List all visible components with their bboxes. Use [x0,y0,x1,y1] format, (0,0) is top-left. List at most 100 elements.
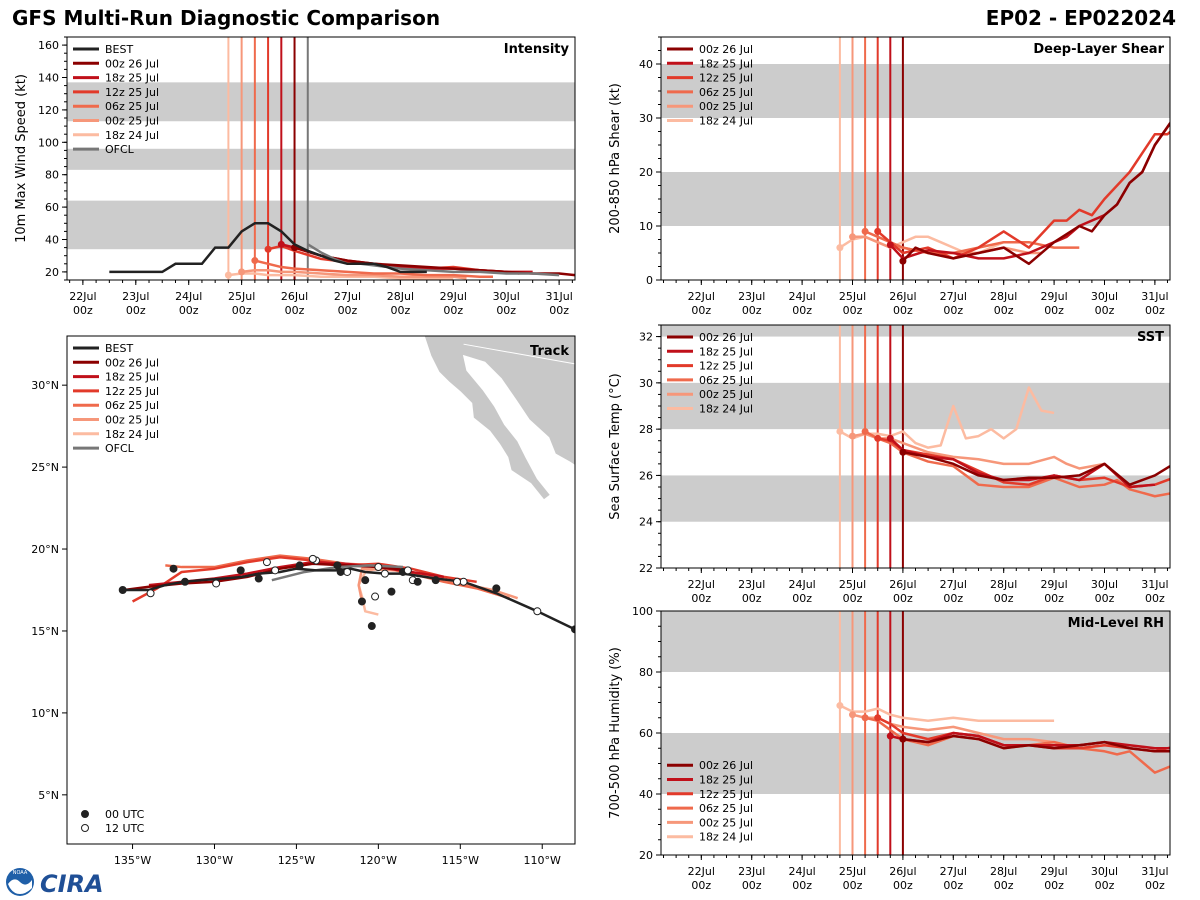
rh-legend-label: 06z 25 Jul [699,802,753,815]
intensity-plot-area [109,37,575,280]
intensity-xtick-label: 00z [496,304,516,317]
intensity-legend-label: BEST [105,43,133,56]
intensity-xtick-label: 28Jul [387,290,414,303]
track-ytick-label: 20°N [31,543,59,556]
track-marker-00utc [236,566,245,575]
track-marker-00utc [571,625,575,634]
rh-xtick-label: 00z [1044,879,1064,892]
intensity-xtick-label: 26Jul [281,290,308,303]
sst-ytick-label: 24 [639,516,653,529]
sst-plot-area [836,325,1170,568]
shear-xtick-label: 29Jul [1040,290,1067,303]
intensity-band [67,82,575,122]
intensity-xtick-label: 29Jul [440,290,467,303]
intensity-xtick-label: 00z [443,304,463,317]
intensity-panel-title: Intensity [504,42,570,57]
shear-series-start-point [874,227,882,235]
storm-id: EP02 - EP022024 [985,6,1176,30]
shear-band [661,64,1170,118]
noaa-wave-icon [8,879,32,894]
track-panel: 135°W 130°W 125°W 120°W 115°W 110°W 5°N 10°N 15°… [31,335,576,867]
intensity-ofcl-line [307,243,560,277]
shear-xtick-label: 24Jul [788,290,815,303]
shear-series-line [876,130,1170,260]
intensity-legend-label: 00z 26 Jul [105,57,159,70]
legend-12utc-marker [81,824,89,832]
track-marker-00utc [387,587,396,596]
track-marker-00utc [357,597,366,606]
intensity-series-line [241,269,467,280]
sst-xtick-label: 28Jul [990,578,1017,591]
track-marker-00utc [254,574,263,583]
track-run-line [165,554,510,600]
track-marker-00utc [492,584,501,593]
shear-xtick-label: 00z [943,304,963,317]
track-marker-00utc [333,561,342,570]
shear-xtick-label: 26Jul [889,290,916,303]
track-legend-label: OFCL [105,442,135,455]
sst-xtick-label: 00z [994,592,1014,605]
shear-ytick-label: 30 [639,112,653,125]
sst-xtick-label: 00z [1044,592,1064,605]
sst-xtick-label: 00z [1145,592,1165,605]
track-marker-00utc [431,576,440,585]
rh-xtick-label: 00z [1095,879,1115,892]
rh-xtick-label: 00z [792,879,812,892]
rh-xtick-label: 24Jul [788,865,815,878]
sst-xtick-label: 23Jul [738,578,765,591]
intensity-legend-label: 12z 25 Jul [105,86,159,99]
intensity-series-start-point [238,268,246,276]
sst-legend-label: 18z 24 Jul [699,403,753,416]
rh-xtick-label: 00z [843,879,863,892]
intensity-ytick-label: 80 [45,169,59,182]
shear-ylabel: 200-850 hPa Shear (kt) [608,83,623,234]
track-marker-00utc [295,561,304,570]
rh-series-start-point [886,732,894,740]
sst-ytick-label: 22 [639,562,653,575]
rh-legend-label: 12z 25 Jul [699,788,753,801]
sst-legend-label: 00z 26 Jul [699,331,753,344]
shear-panel-title: Deep-Layer Shear [1033,42,1164,57]
sst-series-line [902,451,1170,486]
rh-band [661,611,1170,672]
rh-xtick-label: 22Jul [688,865,715,878]
intensity-legend-label: 18z 25 Jul [105,72,159,85]
sst-legend-label: 00z 25 Jul [699,388,753,401]
shear-series-line [901,122,1170,266]
sst-panel: 22242628303222Jul00z23Jul00z24Jul00z25Ju… [608,324,1171,605]
rh-xtick-label: 00z [1145,879,1165,892]
rh-xtick-label: 27Jul [940,865,967,878]
figure-title: GFS Multi-Run Diagnostic Comparison [12,6,441,30]
shear-series-start-point [849,233,857,241]
sst-band [661,325,1170,337]
shear-xtick-label: 00z [1095,304,1115,317]
rh-ytick-label: 80 [639,666,653,679]
intensity-ytick-label: 20 [45,266,59,279]
track-xtick-label: 130°W [196,854,233,867]
track-run-line [131,555,477,603]
shear-xtick-label: 23Jul [738,290,765,303]
sst-xtick-label: 00z [792,592,812,605]
rh-series-start-point [836,702,844,710]
shear-series-start-point [861,227,869,235]
intensity-xtick-label: 25Jul [228,290,255,303]
intensity-legend-label: 00z 25 Jul [105,115,159,128]
track-marker-12utc [308,554,317,563]
sst-ytick-label: 28 [639,423,653,436]
rh-xtick-label: 25Jul [839,865,866,878]
sst-legend-label: 12z 25 Jul [699,360,753,373]
track-legend-label: 12z 25 Jul [105,385,159,398]
track-ytick-label: 25°N [31,461,59,474]
intensity-ytick-label: 60 [45,201,59,214]
rh-xtick-label: 00z [893,879,913,892]
track-marker-00utc [169,564,178,573]
sst-xtick-label: 00z [943,592,963,605]
track-marker-12utc [374,563,383,572]
rh-series-start-point [849,711,857,719]
track-marker-12utc [271,566,280,575]
sst-series-start-point [849,432,857,440]
sst-xtick-label: 31Jul [1141,578,1168,591]
intensity-xtick-label: 00z [549,304,569,317]
shear-xtick-label: 00z [1044,304,1064,317]
intensity-ytick-label: 40 [45,234,59,247]
